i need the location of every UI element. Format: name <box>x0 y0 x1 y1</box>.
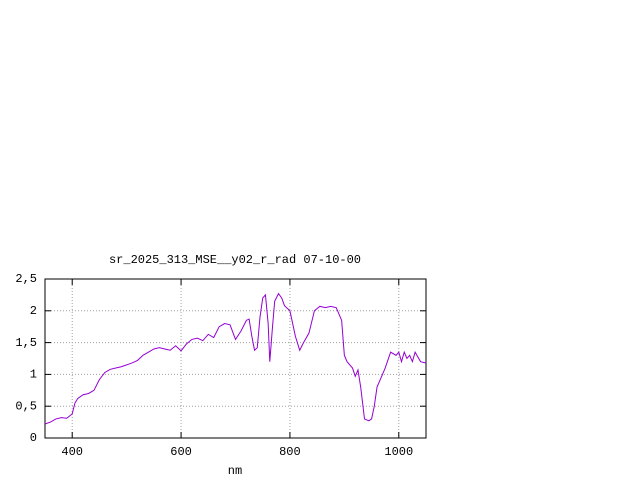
chart-title: sr_2025_313_MSE__y02_r_rad 07-10-00 <box>109 253 361 267</box>
x-tick-label: 1000 <box>384 445 413 459</box>
x-tick-label: 400 <box>61 445 83 459</box>
y-tick-label: 1,5 <box>15 336 37 350</box>
x-tick-label: 600 <box>170 445 192 459</box>
y-tick-label: 1 <box>30 368 37 382</box>
y-tick-label: 2,5 <box>15 272 37 286</box>
data-line <box>44 292 427 425</box>
y-tick-label: 0,5 <box>15 399 37 413</box>
x-tick-label: 800 <box>279 445 301 459</box>
x-axis-label: nm <box>228 464 242 478</box>
y-tick-label: 2 <box>30 304 37 318</box>
y-tick-label: 0 <box>30 431 37 445</box>
plot-frame <box>44 278 427 439</box>
